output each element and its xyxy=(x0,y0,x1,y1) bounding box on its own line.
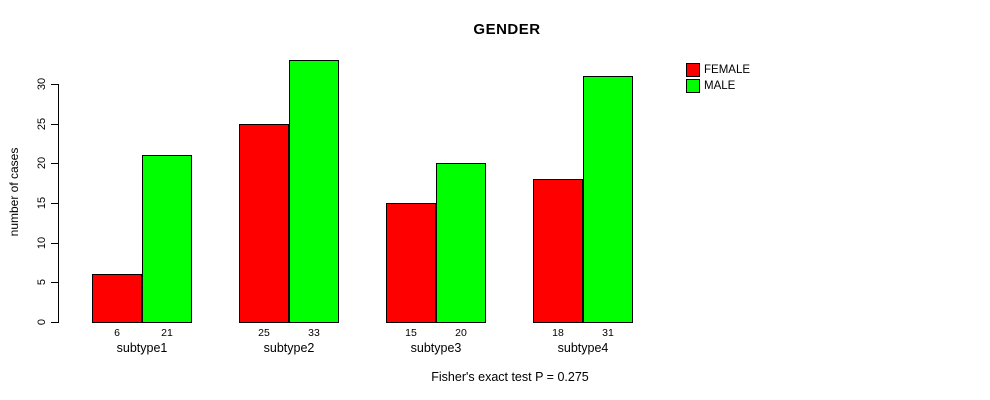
bar-male-subtype3 xyxy=(436,163,486,323)
y-tick-label: 15 xyxy=(36,196,48,210)
x-category-label: subtype2 xyxy=(263,341,315,355)
bar-value-label: 20 xyxy=(455,327,467,339)
bar-female-subtype3 xyxy=(386,203,436,323)
y-axis-tick xyxy=(51,282,58,284)
x-category-label: subtype3 xyxy=(410,341,462,355)
bar-value-label: 15 xyxy=(405,327,417,339)
y-axis-tick xyxy=(51,322,58,323)
bar-value-label: 18 xyxy=(552,327,564,339)
y-axis-line xyxy=(58,84,59,323)
y-axis-tick xyxy=(51,84,58,85)
bar-female-subtype4 xyxy=(533,179,583,323)
bar-value-label: 6 xyxy=(114,327,120,339)
chart-title: GENDER xyxy=(473,21,541,38)
fisher-test-annotation: Fisher's exact test P = 0.275 xyxy=(431,370,589,384)
bar-value-label: 25 xyxy=(258,327,270,339)
y-axis-tick xyxy=(51,203,58,204)
y-axis-tick xyxy=(51,242,58,244)
bar-male-subtype4 xyxy=(583,76,633,323)
y-tick-label: 10 xyxy=(36,236,48,249)
bar-value-label: 21 xyxy=(161,327,173,339)
legend-swatch-female xyxy=(686,63,700,77)
legend-label: FEMALE xyxy=(704,64,751,76)
y-axis-tick xyxy=(51,123,58,125)
legend: FEMALE MALE xyxy=(686,63,750,93)
legend-swatch-male xyxy=(686,79,700,93)
y-tick-label: 25 xyxy=(36,117,48,130)
y-tick-label: 20 xyxy=(36,157,48,170)
y-tick-label: 5 xyxy=(36,279,48,286)
x-category-label: subtype4 xyxy=(557,341,609,355)
bar-value-label: 31 xyxy=(602,327,614,339)
bar-female-subtype1 xyxy=(92,274,142,323)
bar-male-subtype1 xyxy=(142,155,192,323)
legend-item: MALE xyxy=(686,79,750,93)
x-category-label: subtype1 xyxy=(116,341,168,355)
y-axis-tick xyxy=(51,163,58,165)
y-tick-label: 0 xyxy=(36,318,48,326)
y-tick-label: 30 xyxy=(36,77,48,91)
bar-male-subtype2 xyxy=(289,60,339,323)
bar-value-label: 33 xyxy=(308,327,320,339)
bar-female-subtype2 xyxy=(239,123,289,323)
legend-label: MALE xyxy=(704,80,736,92)
legend-item: FEMALE xyxy=(686,63,750,77)
